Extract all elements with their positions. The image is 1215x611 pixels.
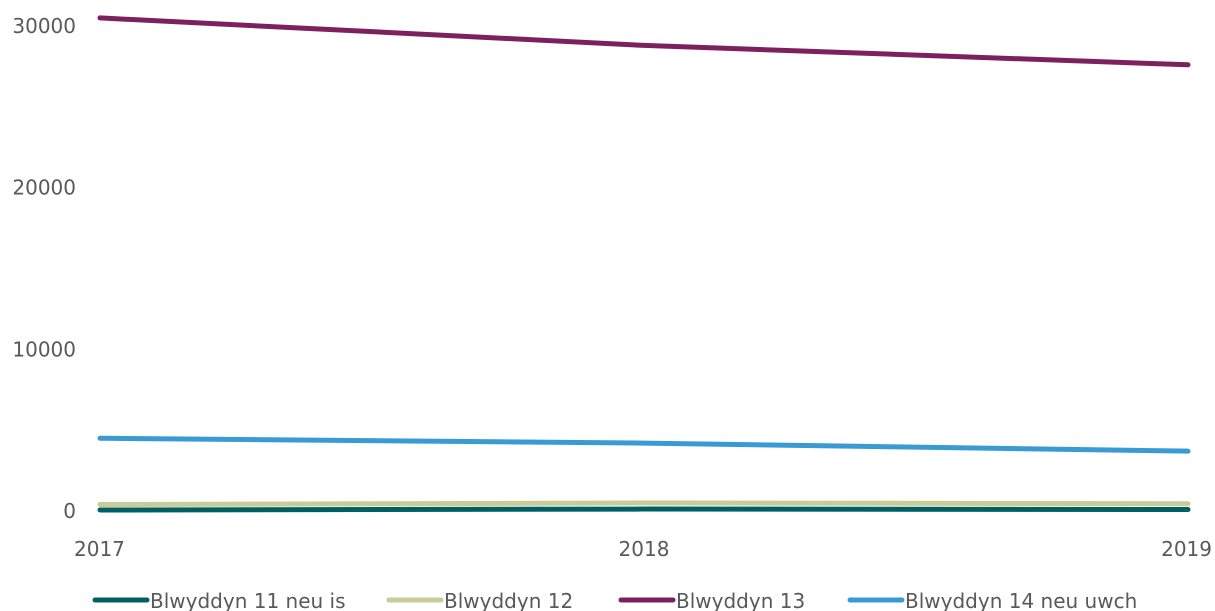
y-axis: 0 10000 20000 30000	[12, 14, 76, 523]
legend: Blwyddyn 11 neu is Blwyddyn 12 Blwyddyn 13…	[92, 589, 1137, 611]
legend-label: Blwyddyn 12	[444, 589, 573, 611]
legend-label: Blwyddyn 13	[676, 589, 805, 611]
y-tick-label: 20000	[12, 176, 76, 200]
series-line-1	[97, 506, 1191, 513]
plot-area	[97, 15, 1191, 513]
x-axis: 2017 2018 2019	[74, 537, 1212, 561]
x-tick-label: 2017	[74, 537, 125, 561]
x-tick-label: 2018	[619, 537, 670, 561]
legend-label: Blwyddyn 14 neu uwch	[905, 589, 1137, 611]
legend-label: Blwyddyn 11 neu is	[150, 589, 346, 611]
series-line-3	[97, 15, 1191, 68]
x-tick-label: 2019	[1161, 537, 1212, 561]
series-line-4	[97, 435, 1191, 454]
y-tick-label: 10000	[12, 337, 76, 361]
y-tick-label: 30000	[12, 14, 76, 38]
y-tick-label: 0	[63, 499, 76, 523]
series-line-2	[97, 500, 1191, 508]
